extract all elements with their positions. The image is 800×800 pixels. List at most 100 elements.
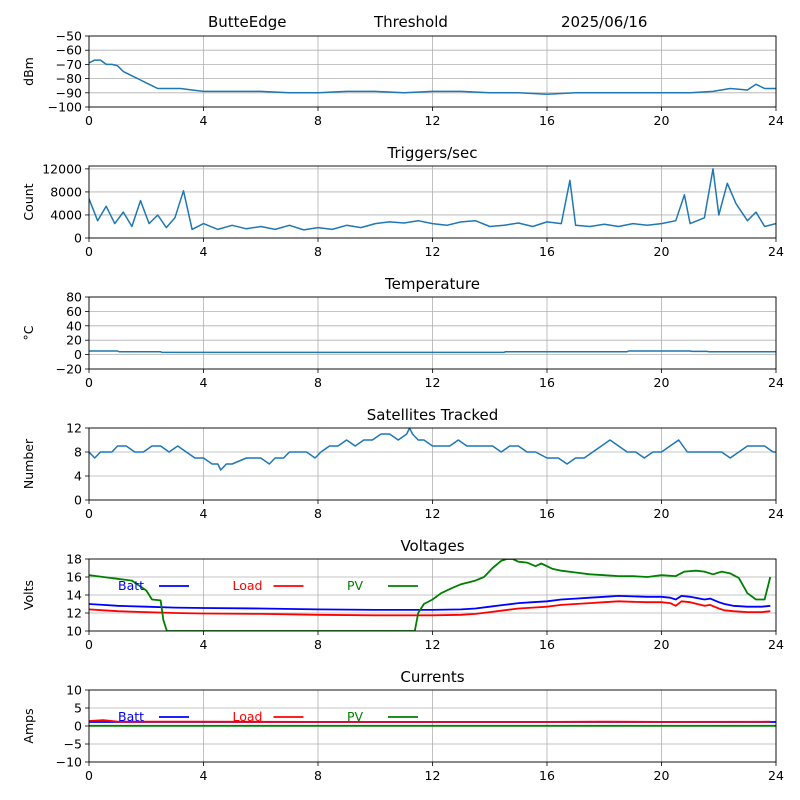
threshold-ylabel: dBm	[21, 57, 36, 86]
threshold-xtick-label: 8	[314, 113, 322, 128]
triggers-xtick-label: 0	[85, 244, 93, 259]
voltages-series-load-line	[89, 600, 771, 617]
triggers-xtick-label: 16	[539, 244, 555, 259]
header-label: Threshold	[373, 13, 448, 31]
currents-legend-load-label: Load	[233, 709, 263, 724]
satellites-xtick-label: 0	[85, 506, 93, 521]
triggers-ytick-label: 12000	[42, 161, 82, 176]
triggers-xtick-label: 24	[768, 244, 784, 259]
triggers-ylabel: Count	[21, 183, 36, 220]
currents-xtick-label: 24	[768, 768, 784, 783]
voltages-xtick-label: 20	[654, 637, 670, 652]
threshold-series-0-line	[89, 59, 776, 95]
satellites-axes-frame	[88, 427, 777, 501]
currents-ytick-label: 0	[74, 719, 82, 734]
satellites-ytick-label: 8	[74, 445, 82, 460]
currents-legend-pv-label: PV	[347, 709, 364, 724]
currents-ytick-label: 5	[74, 701, 82, 716]
triggers-xtick-label: 12	[425, 244, 441, 259]
triggers-ytick-label: 4000	[50, 207, 82, 222]
voltages-ytick-label: 18	[66, 552, 82, 567]
triggers-chart: 0 4 8 12 16 20 24 0 4000 8000 12000 Triggers/sec Cou…	[21, 144, 784, 259]
voltages-legend-pv-label: PV	[347, 578, 364, 593]
threshold-chart: 0 4 8 12 16 20 24 −100−90−80−70−60−50 dBm	[21, 29, 784, 129]
satellites-title: Satellites Tracked	[367, 406, 498, 424]
temperature-series-0-line	[89, 350, 776, 354]
currents-xtick-label: 16	[539, 768, 555, 783]
currents-ytick-label: −5	[64, 737, 82, 752]
currents-axes-frame	[88, 689, 777, 763]
voltages-axes-frame	[88, 558, 777, 632]
satellites-ytick-label: 12	[66, 421, 82, 436]
voltages-xtick-label: 0	[85, 637, 93, 652]
triggers-ytick-label: 0	[74, 231, 82, 246]
temperature-xtick-label: 16	[539, 375, 555, 390]
currents-xtick-label: 20	[654, 768, 670, 783]
satellites-ytick-label: 0	[74, 493, 82, 508]
voltages-title: Voltages	[400, 537, 464, 555]
satellites-xtick-label: 4	[200, 506, 208, 521]
triggers-xtick-label: 4	[200, 244, 208, 259]
temperature-ytick-label: 60	[66, 304, 82, 319]
threshold-ytick-label: −80	[56, 71, 82, 86]
currents-xtick-label: 8	[314, 768, 322, 783]
header-date: 2025/06/16	[561, 13, 647, 31]
triggers-series-0-line	[89, 168, 776, 231]
voltages-ylabel: Volts	[21, 580, 36, 610]
voltages-xtick-label: 12	[425, 637, 441, 652]
temperature-xtick-label: 0	[85, 375, 93, 390]
satellites-xtick-label: 8	[314, 506, 322, 521]
voltages-legend-batt-label: Batt	[118, 578, 144, 593]
triggers-xtick-label: 20	[654, 244, 670, 259]
temperature-title: Temperature	[384, 275, 480, 293]
satellites-xtick-label: 16	[539, 506, 555, 521]
temperature-xtick-label: 12	[425, 375, 441, 390]
voltages-legend-load-label: Load	[233, 578, 263, 593]
satellites-chart: 0 4 8 12 16 20 24 0 4 8 12 Satellites Tracked Number	[21, 406, 784, 521]
threshold-xtick-label: 16	[539, 113, 555, 128]
triggers-axes-frame	[88, 165, 777, 239]
currents-series-load-line	[89, 719, 771, 723]
threshold-xtick-label: 20	[654, 113, 670, 128]
threshold-xtick-label: 24	[768, 113, 784, 128]
triggers-title: Triggers/sec	[387, 144, 478, 162]
satellites-ytick-label: 4	[74, 469, 82, 484]
currents-ylabel: Amps	[21, 708, 36, 743]
temperature-ytick-label: 40	[66, 318, 82, 333]
temperature-xtick-label: 8	[314, 375, 322, 390]
threshold-ytick-label: −60	[56, 43, 82, 58]
temperature-xtick-label: 20	[654, 375, 670, 390]
temperature-ytick-label: 0	[74, 347, 82, 362]
currents-chart: 0 4 8 12 16 20 24 −10 −5 0 5 10 Batt Load PV Currents Am…	[21, 668, 784, 783]
triggers-xtick-label: 8	[314, 244, 322, 259]
voltages-series-batt-line	[89, 595, 771, 611]
temperature-ytick-label: −20	[56, 362, 82, 377]
temperature-ylabel: °C	[21, 325, 36, 340]
currents-xtick-label: 0	[85, 768, 93, 783]
header-site: ButteEdge	[208, 13, 287, 31]
triggers-ytick-label: 8000	[50, 184, 82, 199]
temperature-ytick-label: 80	[66, 290, 82, 305]
satellites-xtick-label: 12	[425, 506, 441, 521]
currents-ytick-label: 10	[66, 683, 82, 698]
voltages-series-pv-line	[89, 559, 772, 631]
voltages-ytick-label: 14	[66, 588, 82, 603]
satellites-ylabel: Number	[21, 438, 36, 489]
temperature-xtick-label: 24	[768, 375, 784, 390]
voltages-ytick-label: 12	[66, 606, 82, 621]
currents-xtick-label: 12	[425, 768, 441, 783]
threshold-ytick-label: −70	[56, 57, 82, 72]
temperature-xtick-label: 4	[200, 375, 208, 390]
voltages-xtick-label: 16	[539, 637, 555, 652]
satellites-xtick-label: 20	[654, 506, 670, 521]
voltages-chart: 0 4 8 12 16 20 24 10 12 14 16 18 Batt Load PV Voltages V…	[21, 537, 784, 652]
currents-legend-batt-label: Batt	[118, 709, 144, 724]
voltages-ytick-label: 10	[66, 624, 82, 639]
threshold-ytick-label: −50	[56, 29, 82, 44]
threshold-xtick-label: 4	[200, 113, 208, 128]
voltages-xtick-label: 24	[768, 637, 784, 652]
threshold-ytick-label: −100	[48, 100, 82, 115]
currents-xtick-label: 4	[200, 768, 208, 783]
